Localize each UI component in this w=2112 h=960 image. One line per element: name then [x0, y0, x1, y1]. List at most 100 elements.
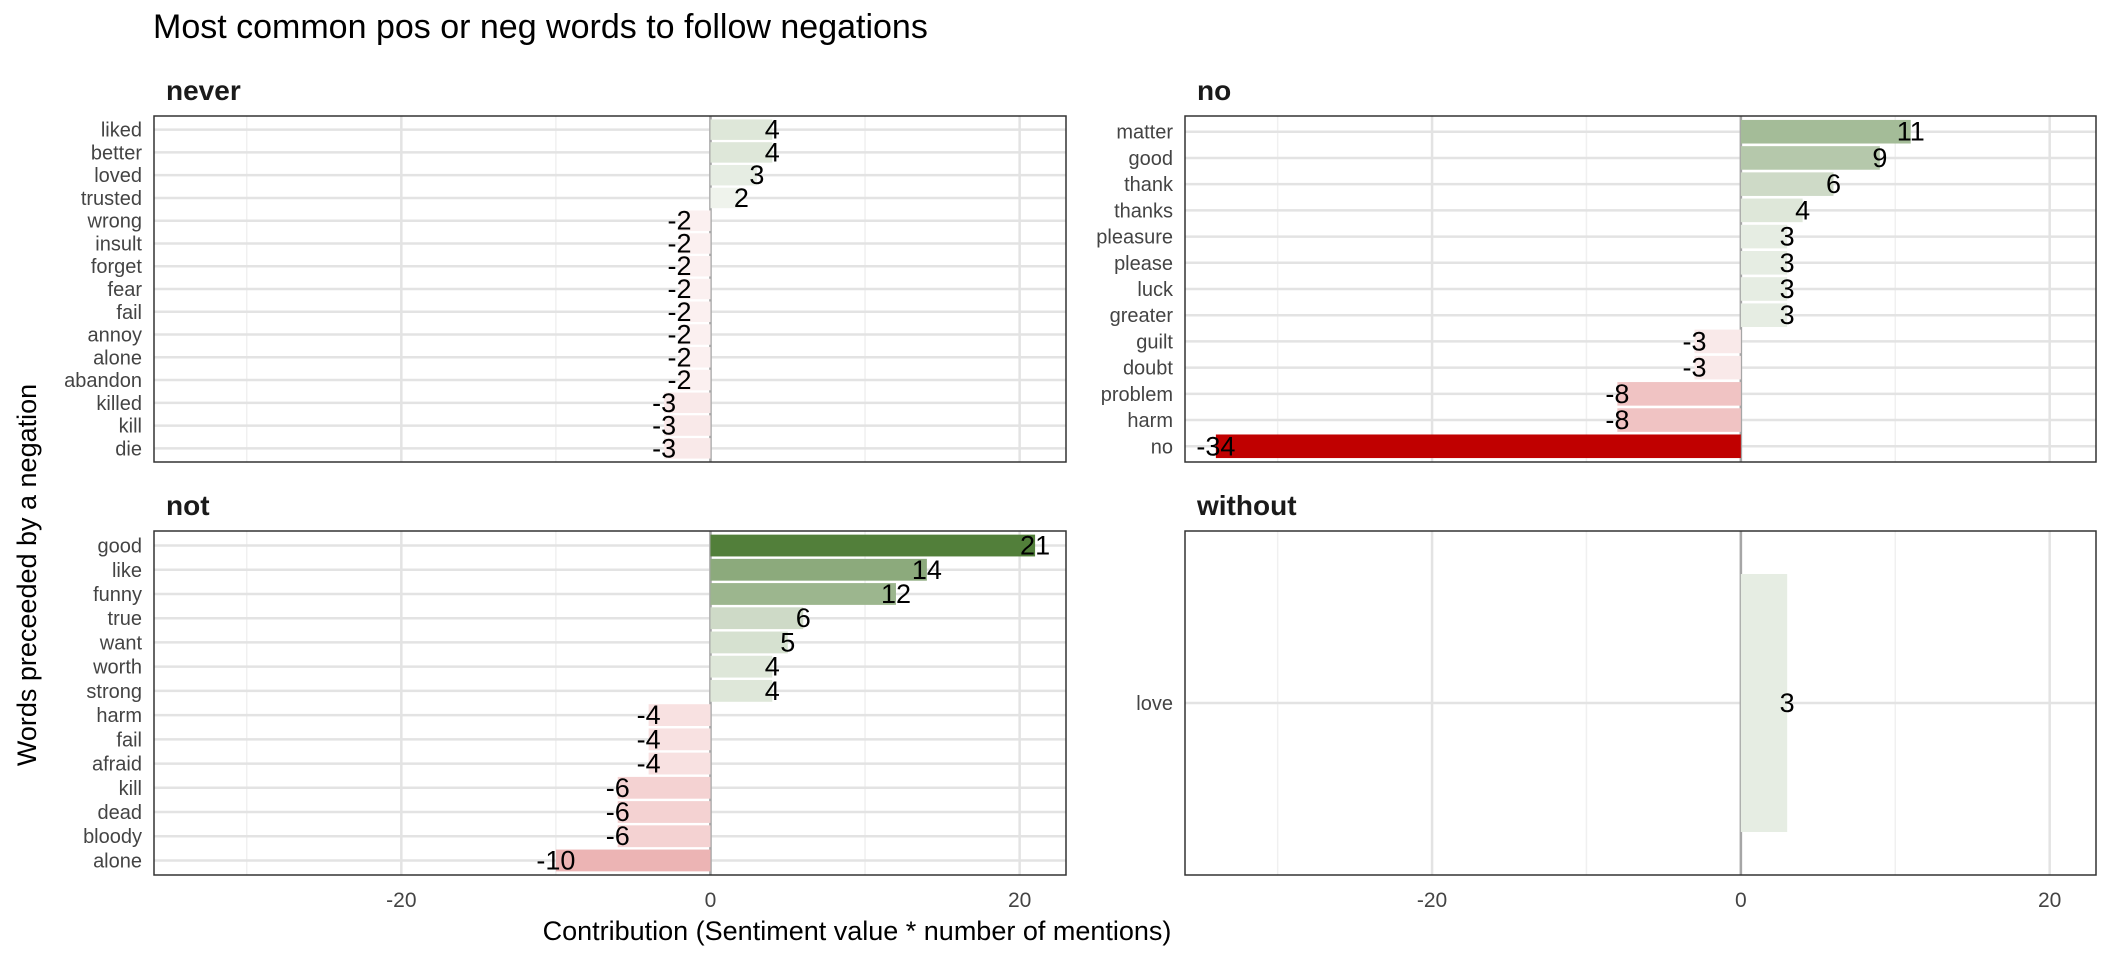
category-label: strong	[86, 681, 142, 703]
panel-border	[1184, 530, 2097, 876]
bar-not-want	[710, 631, 788, 654]
x-tick-label: 0	[705, 889, 717, 912]
bar-never-loved	[710, 164, 757, 186]
category-label: abandon	[64, 370, 142, 392]
value-label: -6	[606, 797, 630, 827]
value-label: -2	[668, 297, 692, 327]
bar-never-fail	[679, 301, 711, 323]
category-label: wrong	[87, 211, 142, 233]
value-label: 9	[1872, 143, 1887, 173]
category-label: fail	[116, 729, 142, 751]
bar-no-problem	[1617, 382, 1741, 406]
bar-no-thanks	[1740, 198, 1803, 223]
x-tick-label: -20	[386, 889, 416, 912]
category-label: harm	[1127, 410, 1173, 432]
value-label: -2	[668, 320, 692, 350]
value-label: 3	[1780, 688, 1795, 718]
x-tick-label: 20	[1008, 889, 1031, 912]
value-label: 4	[1795, 195, 1810, 225]
bar-never-abandon	[679, 369, 711, 391]
facet-panels: never4432-2-2-2-2-2-2-2-2-3-3-3likedbett…	[64, 75, 2097, 912]
category-label: fear	[108, 279, 143, 301]
bar-no-thank	[1740, 172, 1834, 196]
x-tick-label: -20	[1417, 889, 1447, 912]
value-label: 12	[881, 579, 911, 609]
category-label: afraid	[92, 754, 142, 776]
panel-title-without: without	[1196, 490, 1297, 521]
bar-not-like	[710, 558, 927, 581]
bar-never-alone	[679, 347, 711, 368]
bar-never-better	[710, 142, 773, 163]
category-label: matter	[1116, 122, 1173, 144]
bar-not-bloody	[617, 825, 711, 848]
value-label: -10	[536, 845, 575, 875]
panel-no: no119643333-3-3-8-8-34mattergoodthanktha…	[1096, 75, 2097, 463]
category-label: killed	[96, 393, 142, 415]
value-label: -2	[668, 274, 692, 304]
panel-border	[153, 115, 1067, 463]
value-label: 2	[734, 183, 749, 213]
category-label: forget	[91, 256, 143, 278]
value-label: -4	[637, 724, 661, 754]
bar-not-good	[710, 534, 1036, 557]
category-label: thank	[1124, 174, 1174, 196]
value-label: 4	[765, 137, 780, 167]
value-label: -4	[637, 700, 661, 730]
value-label: -2	[668, 365, 692, 395]
value-label: -4	[637, 749, 661, 779]
category-label: doubt	[1123, 358, 1173, 380]
bar-not-true	[710, 607, 804, 630]
x-axis-title: Contribution (Sentiment value * number o…	[543, 916, 1172, 946]
bar-never-killed	[664, 392, 711, 414]
chart-title: Most common pos or neg words to follow n…	[153, 8, 928, 46]
bar-never-forget	[679, 255, 711, 277]
value-label: -34	[1196, 431, 1235, 461]
value-label: -3	[1683, 326, 1707, 356]
bar-no-luck	[1740, 277, 1788, 301]
panel-not: not2114126544-4-4-4-6-6-6-10goodlikefunn…	[83, 490, 1067, 912]
value-label: 3	[1780, 274, 1795, 304]
panel-title-never: never	[166, 75, 241, 106]
bar-not-funny	[710, 583, 896, 605]
bar-never-wrong	[679, 210, 711, 231]
category-label: kill	[119, 778, 142, 800]
x-tick-label: 20	[2038, 889, 2061, 912]
panel-title-not: not	[166, 490, 210, 521]
value-label: 4	[765, 115, 780, 145]
value-label: -3	[652, 411, 676, 441]
bar-never-insult	[679, 233, 711, 254]
bar-not-afraid	[648, 752, 711, 775]
y-axis-title: Words preceeded by a negation	[12, 384, 42, 766]
bar-not-alone	[555, 849, 711, 872]
bar-no-pleasure	[1740, 224, 1788, 249]
category-label: thanks	[1114, 200, 1173, 222]
category-label: kill	[119, 416, 142, 438]
value-label: -6	[606, 821, 630, 851]
value-label: 6	[796, 603, 811, 633]
category-label: annoy	[88, 325, 143, 347]
category-label: insult	[95, 233, 142, 255]
bar-not-fail	[648, 728, 711, 751]
bar-never-trusted	[710, 187, 742, 209]
category-label: bloody	[83, 826, 142, 848]
value-label: -2	[668, 228, 692, 258]
category-label: alone	[93, 347, 142, 369]
bar-not-kill	[617, 776, 711, 799]
category-label: fail	[116, 302, 142, 324]
category-label: greater	[1110, 305, 1174, 327]
category-label: funny	[93, 584, 142, 606]
value-label: -3	[652, 433, 676, 463]
category-label: want	[99, 632, 143, 654]
panel-never: never4432-2-2-2-2-2-2-2-2-3-3-3likedbett…	[64, 75, 1067, 463]
panel-border	[153, 530, 1067, 876]
value-label: 5	[780, 627, 795, 657]
value-label: -8	[1605, 379, 1629, 409]
category-label: like	[112, 560, 142, 582]
bar-never-die	[664, 438, 711, 459]
category-label: true	[108, 608, 142, 630]
bar-not-worth	[710, 655, 773, 678]
value-label: 11	[1897, 117, 1925, 147]
category-label: guilt	[1136, 331, 1173, 353]
panel-border	[1184, 115, 2097, 463]
